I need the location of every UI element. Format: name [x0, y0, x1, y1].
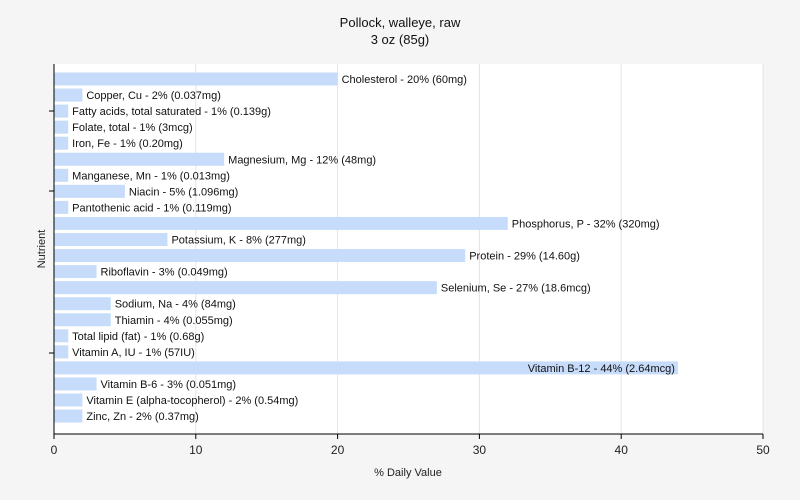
x-tick-label: 10	[189, 443, 203, 457]
bar-label: Vitamin E (alpha-tocopherol) - 2% (0.54m…	[86, 395, 298, 407]
bar-label: Zinc, Zn - 2% (0.37mg)	[86, 411, 198, 423]
bar-label: Niacin - 5% (1.096mg)	[129, 186, 238, 198]
bar	[54, 88, 83, 102]
x-tick-label: 0	[51, 443, 58, 457]
bar-label: Pantothenic acid - 1% (0.119mg)	[72, 202, 231, 214]
bar-label: Potassium, K - 8% (277mg)	[171, 235, 306, 247]
bar-label: Fatty acids, total saturated - 1% (0.139…	[72, 106, 271, 118]
bar	[54, 136, 69, 150]
bar	[54, 409, 83, 423]
bar	[54, 313, 111, 327]
x-tick-label: 40	[615, 443, 629, 457]
bar-label: Manganese, Mn - 1% (0.013mg)	[72, 170, 230, 182]
bar-label: Magnesium, Mg - 12% (48mg)	[228, 154, 376, 166]
bar	[54, 120, 69, 134]
bar-label: Thiamin - 4% (0.055mg)	[115, 315, 233, 327]
bar	[54, 152, 225, 166]
bar	[54, 281, 437, 295]
bar	[54, 345, 69, 359]
chart-title: Pollock, walleye, raw	[340, 15, 461, 30]
bar	[54, 200, 69, 214]
bar-label: Sodium, Na - 4% (84mg)	[115, 299, 236, 311]
bar-label: Folate, total - 1% (3mcg)	[72, 122, 192, 134]
x-tick-label: 20	[331, 443, 345, 457]
bar	[54, 265, 97, 279]
bar	[54, 216, 508, 230]
bar-label: Vitamin B-12 - 44% (2.64mcg)	[528, 363, 675, 375]
bar	[54, 233, 168, 246]
bar	[54, 361, 678, 375]
bar-label: Phosphorus, P - 32% (320mg)	[512, 218, 660, 230]
bar	[54, 377, 97, 391]
bar-label: Selenium, Se - 27% (18.6mcg)	[441, 283, 591, 295]
chart-subtitle: 3 oz (85g)	[371, 32, 430, 47]
bar-label: Copper, Cu - 2% (0.037mg)	[86, 90, 221, 102]
bar-label: Vitamin A, IU - 1% (57IU)	[72, 347, 195, 359]
bar-label: Riboflavin - 3% (0.049mg)	[101, 267, 228, 279]
bar	[54, 168, 69, 182]
bar-label: Protein - 29% (14.60g)	[469, 251, 580, 263]
bar-label: Vitamin B-6 - 3% (0.051mg)	[101, 379, 237, 391]
bar-label: Total lipid (fat) - 1% (0.68g)	[72, 331, 204, 343]
bar	[54, 329, 69, 343]
bar	[54, 104, 69, 118]
bar	[54, 184, 125, 198]
x-tick-label: 50	[756, 443, 770, 457]
bar-label: Cholesterol - 20% (60mg)	[342, 74, 467, 86]
bar-label: Iron, Fe - 1% (0.20mg)	[72, 138, 183, 150]
bar	[54, 249, 466, 263]
bar	[54, 72, 338, 86]
x-tick-label: 30	[473, 443, 487, 457]
bar	[54, 297, 111, 311]
x-axis-label: % Daily Value	[374, 467, 442, 479]
bar	[54, 393, 83, 407]
y-axis-label: Nutrient	[36, 230, 48, 269]
